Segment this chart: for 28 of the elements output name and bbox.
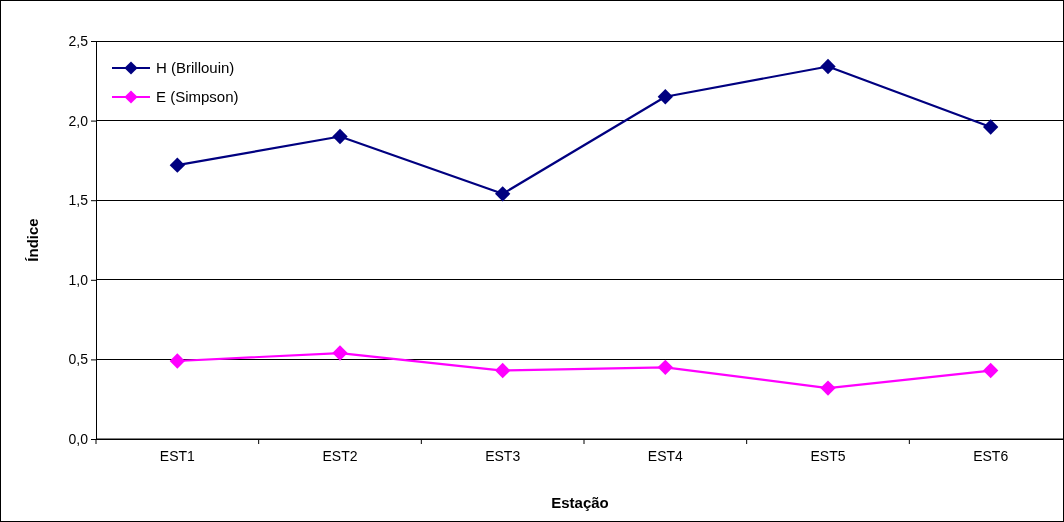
legend-label: H (Brillouin): [156, 59, 235, 76]
point: [495, 362, 511, 379]
x-tick-label: EST1: [159, 447, 196, 464]
x-tick-label: EST6: [973, 447, 1009, 464]
point: [983, 362, 999, 379]
y-tick-label: 1,0: [68, 271, 89, 288]
point: [495, 186, 511, 202]
x-tick-label: EST5: [810, 447, 846, 464]
y-tick-label: 0,5: [68, 351, 89, 368]
point: [332, 128, 348, 145]
x-axis-title: Estação: [551, 494, 609, 511]
point: [820, 58, 836, 75]
point: [657, 89, 673, 105]
x-tick-label: EST2: [322, 447, 358, 464]
legend-label: E (Simpson): [156, 88, 239, 105]
y-tick-label: 0,0: [68, 430, 89, 447]
point: [332, 345, 348, 361]
y-tick-label: 2,5: [68, 32, 89, 49]
x-tick-label: EST3: [485, 447, 521, 464]
point: [820, 380, 836, 396]
point: [657, 359, 673, 376]
y-tick-label: 2,0: [68, 112, 89, 129]
point: [169, 157, 185, 173]
point: [169, 353, 185, 369]
y-axis-title: Índice: [24, 218, 41, 262]
point: [983, 119, 999, 135]
x-tick-label: EST4: [647, 447, 684, 464]
y-tick-label: 1,5: [68, 192, 89, 209]
